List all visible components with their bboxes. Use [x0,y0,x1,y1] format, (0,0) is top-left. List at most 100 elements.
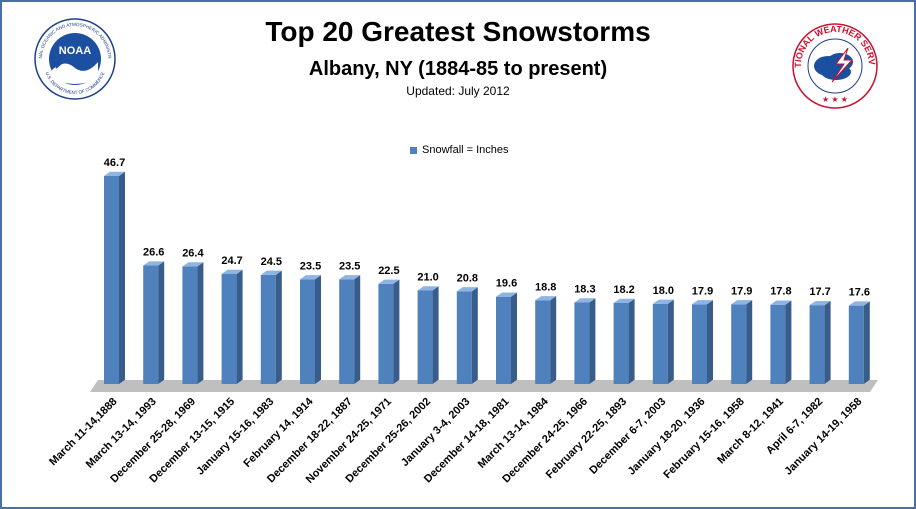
bar [613,298,635,384]
bar [260,270,282,384]
bar [731,300,753,384]
data-label: 23.5 [339,260,360,272]
data-label: 26.4 [182,247,204,259]
bar-front [143,265,159,384]
data-label: 17.9 [692,285,713,297]
bar-front [339,279,355,384]
bar-side [158,261,165,384]
bar-top [692,300,713,305]
bar-top [182,262,204,267]
data-label: 22.5 [378,265,399,277]
bar [496,292,517,384]
bar-top [809,300,831,306]
bar-top [417,286,439,291]
x-tick-label: March 13-14, 1993 [84,396,159,471]
data-label: 17.8 [770,286,791,298]
data-label: 23.5 [300,260,321,272]
bar-front [613,302,629,384]
bar-front [378,283,394,384]
bar-side [746,300,753,384]
bar-side [667,299,674,384]
data-label: 17.7 [809,286,830,298]
nws-stars: ★ ★ ★ [822,95,848,104]
data-label: 24.7 [221,255,242,267]
x-tick-label: March 11-14,1888 [47,396,119,468]
bar-top [378,279,400,284]
bar [104,171,125,384]
data-label: 18.3 [574,283,595,295]
nws-logo: NATIONAL WEATHER SERVICE ★ ★ ★ [792,18,878,109]
bar-side [471,287,478,384]
bar-side [275,270,282,384]
bar-front [456,291,472,384]
bar-front [182,266,198,384]
bar-top [496,292,517,297]
bar-front [692,304,707,384]
legend: Snowfall = Inches [410,143,509,157]
bar-top [848,301,870,306]
noaa-logo-text: NOAA [59,45,91,57]
x-tick-label: March 13-14, 1984 [476,395,552,471]
x-tick-label: March 8-12, 1941 [715,396,786,467]
x-tick-label: January 14-19, 1958 [782,396,864,478]
bar-front [574,302,590,384]
data-label: 46.7 [104,157,125,169]
bar-top [731,300,753,305]
bar-top [613,298,635,303]
bar-front [496,296,511,384]
bar-top [652,299,674,304]
bar-side [550,296,557,384]
bar-side [589,298,596,384]
bar [809,300,831,384]
x-tick-label: December 6-7, 2003 [587,396,668,477]
bar-front [417,290,433,384]
chart-floor [90,380,878,392]
bar-top [300,275,321,280]
data-label: 21.0 [417,271,438,283]
noaa-logo: NOAA NATIONAL OCEANIC AND ATMOSPHERIC AD… [34,18,116,100]
bar-side [236,269,243,384]
data-label: 18.2 [613,284,634,296]
bar [417,286,439,384]
data-label: 18.0 [653,285,674,297]
updated-note: Updated: July 2012 [406,84,510,98]
data-label: 17.9 [731,285,752,297]
data-label: 19.6 [496,278,517,290]
bar [848,301,870,384]
bar-front [848,305,864,384]
bar-front [221,273,237,384]
bar-side [354,275,361,384]
bar-top [770,300,792,305]
bar [770,300,792,384]
bar-top [221,269,243,274]
bar [300,275,321,384]
bar [535,296,557,384]
legend-swatch [410,146,417,154]
bar-side [511,292,517,384]
bar-top [574,298,596,303]
bar [574,298,596,384]
bar-top [535,296,557,301]
bar-side [707,300,713,384]
bar-side [628,298,635,384]
bar-side [119,171,125,384]
bar [456,287,478,384]
x-tick-label: January 3-4, 2003 [399,396,472,469]
bar-top [339,275,361,280]
bar-front [260,274,276,384]
data-label: 26.6 [143,247,164,259]
bar [692,300,713,384]
bar-side [432,286,439,384]
data-label: 18.8 [535,281,556,293]
bar-side [393,279,400,384]
bar-side [824,300,831,384]
bar-side [197,262,204,384]
bar-front [652,303,668,384]
bar [221,269,243,384]
bar [182,262,204,384]
legend-label: Snowfall = Inches [422,144,509,156]
bar [652,299,674,384]
bar-top [260,270,282,275]
bar-front [535,300,551,384]
